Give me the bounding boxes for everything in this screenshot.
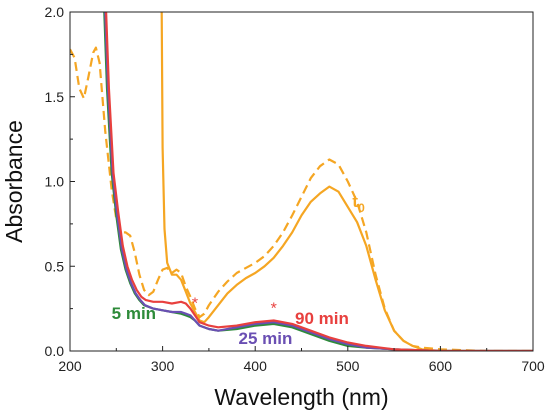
t0-label-main: t — [352, 192, 358, 211]
y-tick-label: 0.0 — [45, 343, 65, 359]
x-tick-label: 500 — [336, 358, 360, 374]
y-tick-label: 2.0 — [45, 4, 65, 20]
y-tick-label: 0.5 — [45, 258, 65, 274]
series-line-t0-solid — [160, 12, 533, 351]
y-tick-label: 1.0 — [45, 174, 65, 190]
series-line-t — [70, 46, 533, 351]
x-tick-label: 400 — [244, 358, 268, 374]
t0-label-subscript: 0 — [358, 201, 365, 215]
series-line-90-min — [105, 12, 533, 351]
x-tick-label: 700 — [521, 358, 545, 374]
asterisk-marker: * — [192, 296, 198, 313]
x-tick-label: 200 — [58, 358, 82, 374]
y-tick-label: 1.5 — [45, 89, 65, 105]
series-label-90-min: 90 min — [295, 309, 349, 328]
series-label-t0: t0 — [352, 192, 365, 215]
series-line-25-min — [104, 12, 533, 351]
x-tick-label: 300 — [151, 358, 175, 374]
y-axis-title: Absorbance — [1, 120, 27, 243]
series-line-5-min — [103, 12, 533, 351]
series-label-5-min: 5 min — [112, 304, 156, 323]
x-tick-label: 600 — [429, 358, 453, 374]
axes: 200 300 400 500 600 700 0.0 0.5 1.0 1.5 2.0 — [45, 4, 545, 374]
series-label-25-min: 25 min — [239, 329, 293, 348]
x-axis-title: Wavelength (nm) — [214, 384, 388, 410]
plot-area — [70, 12, 533, 351]
asterisk-marker: * — [271, 301, 277, 318]
